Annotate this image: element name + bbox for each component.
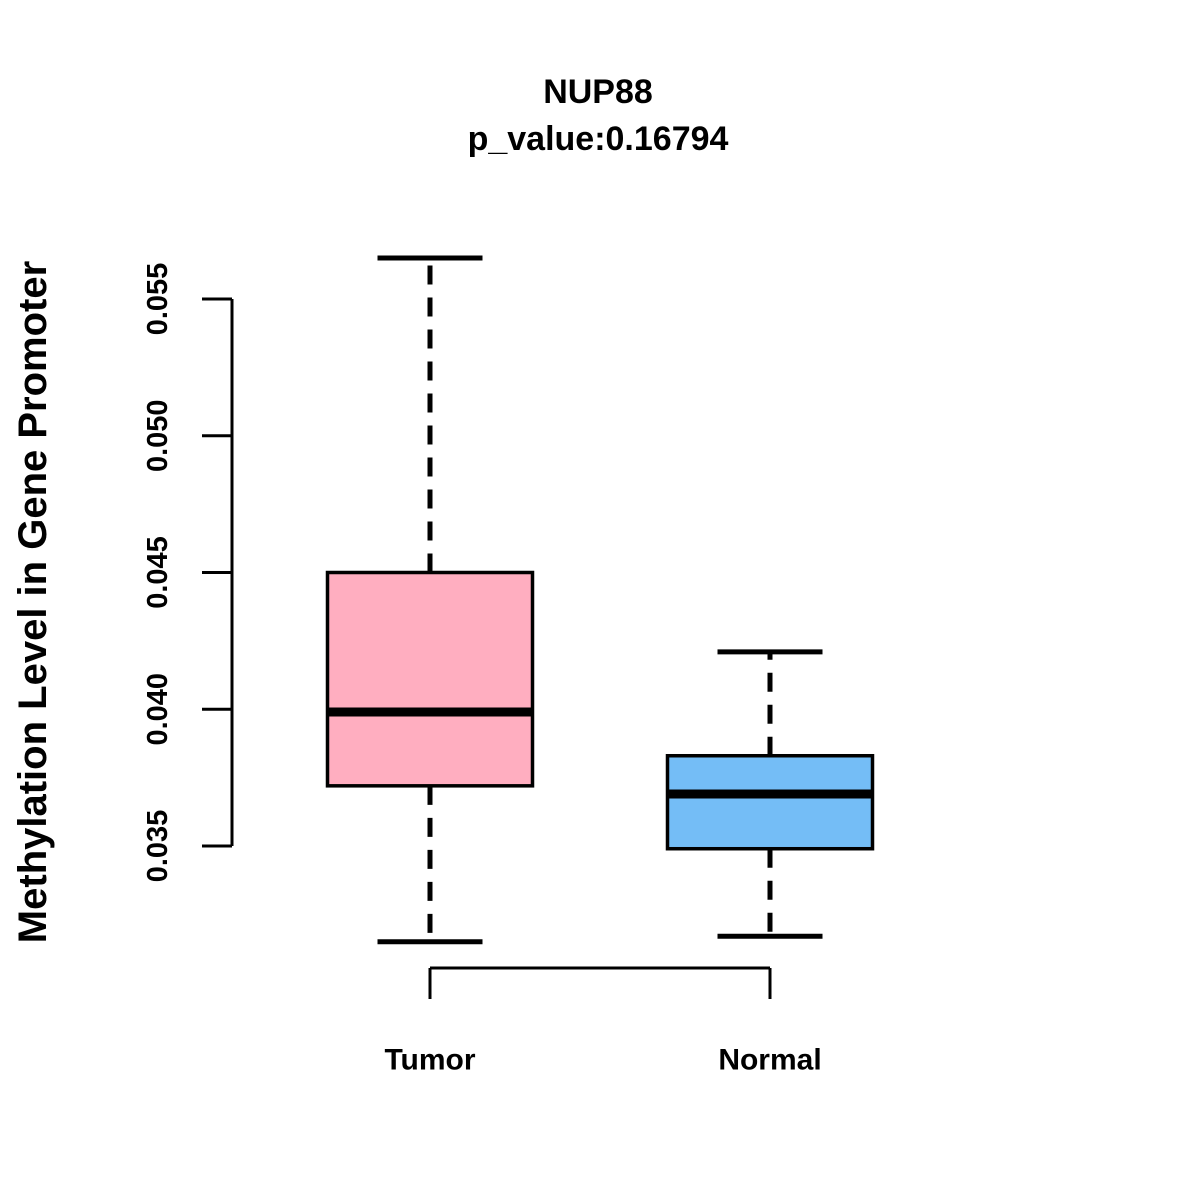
x-category-label: Normal xyxy=(718,1044,821,1077)
y-axis-tick-label: 0.045 xyxy=(142,536,174,609)
chart-title: NUP88 xyxy=(543,73,653,111)
boxes-layer xyxy=(325,255,875,945)
y-axis-tick-label: 0.050 xyxy=(142,399,174,472)
x-category-label: Tumor xyxy=(384,1044,475,1077)
y-axis-tick-label: 0.035 xyxy=(142,810,174,883)
iqr-box xyxy=(325,570,535,788)
axes-layer: 0.035 0.040 0.045 0.050 0.055 Tumor Normal xyxy=(142,263,822,1077)
y-axis-title: Methylation Level in Gene Promoter xyxy=(11,261,55,943)
box-group-normal xyxy=(665,649,875,939)
y-axis-tick-label: 0.040 xyxy=(142,673,174,746)
y-axis-tick-label: 0.055 xyxy=(142,263,174,336)
iqr-box xyxy=(665,753,875,851)
box-group-tumor xyxy=(325,255,535,945)
chart-subtitle-pvalue: p_value:0.16794 xyxy=(468,120,729,158)
